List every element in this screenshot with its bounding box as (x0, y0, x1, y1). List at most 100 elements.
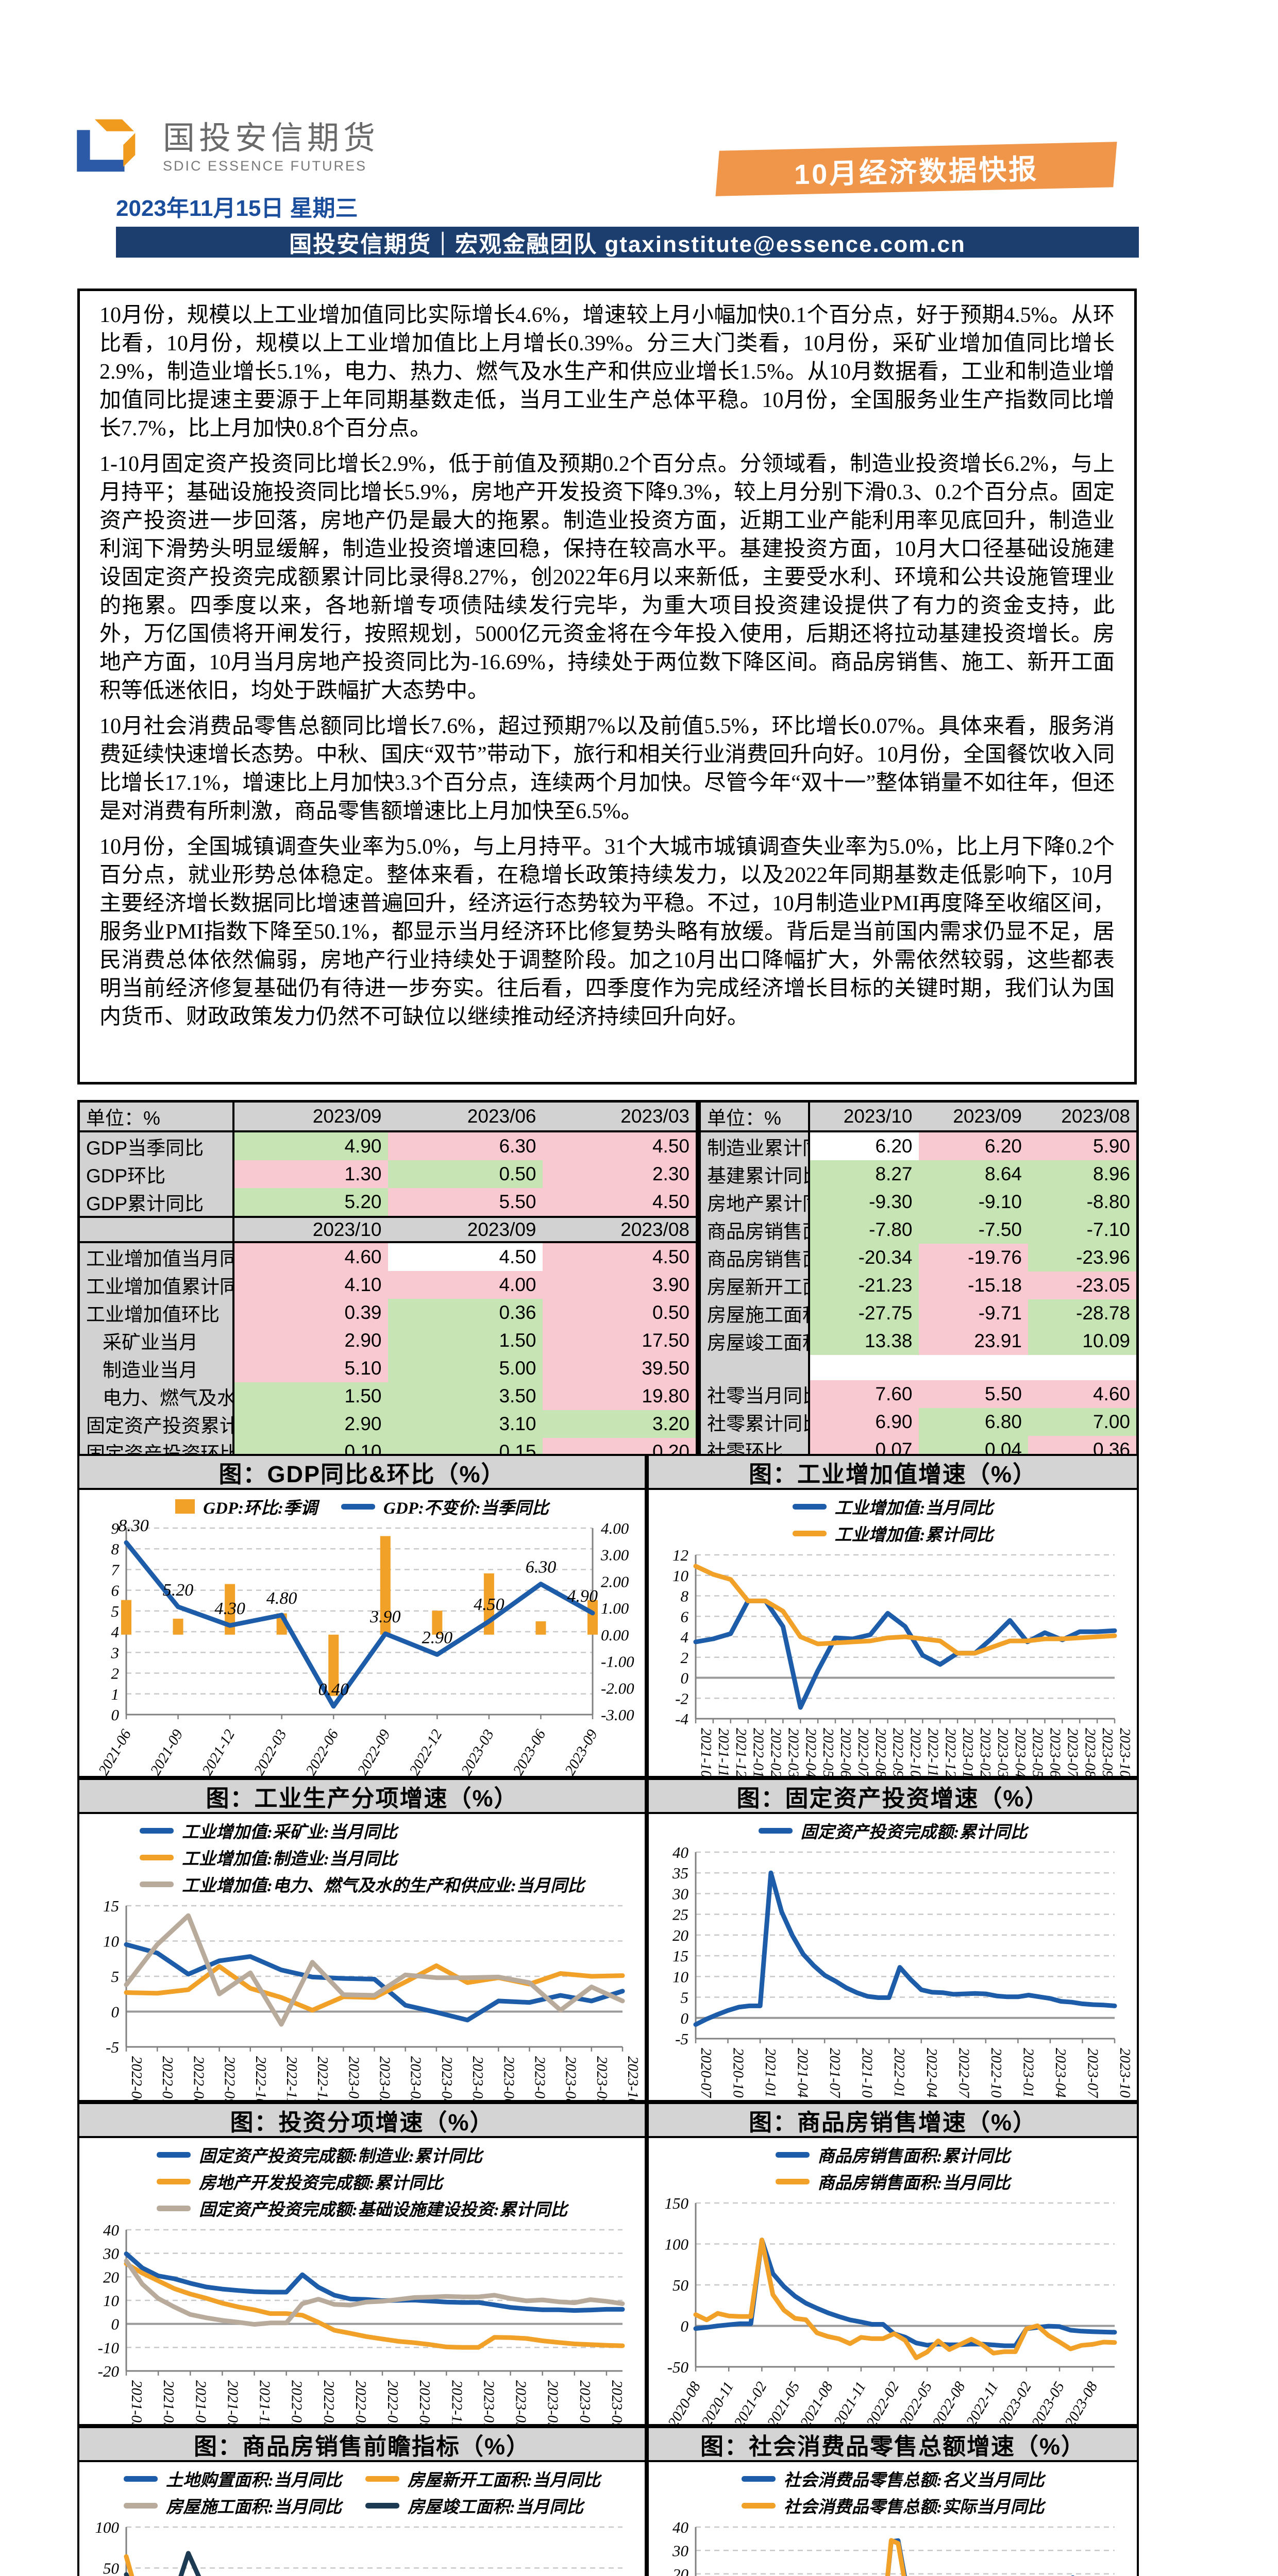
legend-item: 固定资产投资完成额:制造业:累计同比 (157, 2142, 567, 2167)
svg-text:12: 12 (672, 1547, 688, 1564)
column-header: 2023/09 (388, 1216, 543, 1243)
svg-text:-4: -4 (675, 1710, 688, 1728)
value-cell: 4.90 (233, 1131, 388, 1160)
value-cell: 6.90 (809, 1408, 919, 1436)
svg-text:2023-03: 2023-03 (408, 2056, 424, 2106)
svg-text:2021-01: 2021-01 (762, 2048, 779, 2098)
legend-label: 商品房销售面积:当月同比 (817, 2174, 1011, 2193)
svg-text:2023-04: 2023-04 (439, 2056, 455, 2106)
svg-text:2022-11: 2022-11 (283, 2056, 300, 2105)
svg-text:-1.00: -1.00 (601, 1653, 634, 1671)
column-header: 2023/09 (233, 1100, 388, 1132)
legend-swatch-icon (124, 2476, 158, 2482)
chart-title: 图：社会消费品零售总额增速（%） (649, 2428, 1137, 2462)
legend-item: 工业增加值:采矿业:当月同比 (140, 1818, 584, 1843)
svg-text:2: 2 (111, 1665, 120, 1683)
value-cell: 10.09 (1028, 1327, 1138, 1355)
chart-area: 商品房销售面积:累计同比 商品房销售面积:当月同比 -50 0 50 100 150 2020… (649, 2138, 1137, 2439)
svg-text:2022-10: 2022-10 (907, 1728, 924, 1778)
svg-text:-10: -10 (98, 2338, 120, 2357)
chart-title: 图：商品房销售增速（%） (649, 2104, 1137, 2138)
svg-text:2023-09: 2023-09 (609, 2380, 625, 2430)
chart-legend: 工业增加值:采矿业:当月同比工业增加值:制造业:当月同比工业增加值:电力、燃气及… (79, 1817, 645, 1897)
svg-text:2022-10: 2022-10 (253, 2056, 269, 2106)
chart-legend: 社会消费品零售总额:名义当月同比 社会消费品零售总额:实际当月同比 (649, 2465, 1137, 2519)
chart-panel: 图：社会消费品零售总额增速（%） 社会消费品零售总额:名义当月同比 社会消费品零售总… (647, 2426, 1139, 2576)
unit-header (78, 1216, 234, 1243)
svg-text:4.00: 4.00 (601, 1520, 629, 1537)
svg-text:2: 2 (681, 1649, 689, 1667)
table-row: GDP累计同比 5.20 5.50 4.50 (78, 1188, 697, 1217)
row-label: GDP环比 (78, 1160, 234, 1188)
value-cell (1028, 1355, 1138, 1380)
legend-label: 工业增加值:当月同比 (834, 1499, 994, 1518)
value-cell: -9.30 (809, 1188, 919, 1216)
svg-text:20: 20 (103, 2268, 120, 2286)
legend-item: 社会消费品零售总额:实际当月同比 (741, 2493, 1045, 2518)
svg-text:2023-02: 2023-02 (977, 1728, 994, 1778)
value-cell: 4.50 (542, 1188, 697, 1217)
table-row: 房屋施工面积当月-27.75-9.71-28.78 (699, 1299, 1138, 1327)
legend-item: 工业增加值:当月同比 (792, 1494, 994, 1519)
svg-text:-2.00: -2.00 (601, 1679, 634, 1697)
svg-text:4.30: 4.30 (214, 1599, 245, 1618)
svg-text:20: 20 (672, 2565, 689, 2576)
row-label: 工业增加值累计同比 (78, 1271, 234, 1299)
row-label: GDP当季同比 (78, 1131, 234, 1160)
legend-item: GDP:不变价:当季同比 (341, 1494, 549, 1519)
legend-label: 固定资产投资完成额:制造业:累计同比 (199, 2147, 482, 2166)
value-cell: 1.30 (233, 1160, 388, 1188)
table-row: 房屋新开工面积当月-21.23-15.18-23.05 (699, 1272, 1138, 1299)
legend-label: 固定资产投资完成额:累计同比 (800, 1823, 1028, 1842)
svg-text:1: 1 (111, 1685, 120, 1703)
svg-text:2023-04: 2023-04 (1012, 1728, 1029, 1778)
svg-text:2023-06: 2023-06 (1047, 1728, 1064, 1778)
row-label: 电力、燃气及水当月 (78, 1382, 234, 1410)
chart-panel: 图：固定资产投资增速（%） 固定资产投资完成额:累计同比 -5 0 5 10 15 20 25 3… (647, 1778, 1139, 2102)
svg-text:4.90: 4.90 (567, 1587, 598, 1606)
value-cell: -15.18 (918, 1272, 1028, 1299)
svg-text:2021-11: 2021-11 (715, 1728, 732, 1777)
svg-text:2022-06: 2022-06 (128, 2056, 145, 2106)
table-row: 工业增加值累计同比4.104.003.90 (78, 1271, 697, 1299)
value-cell: 3.90 (542, 1271, 697, 1299)
data-table: 单位：% 2023/09 2023/06 2023/03 GDP当季同比 4.90 6.30… (77, 1100, 698, 1468)
value-cell: 7.00 (1028, 1408, 1138, 1436)
svg-text:6: 6 (681, 1607, 689, 1625)
chart-panel: 图：商品房销售增速（%） 商品房销售面积:累计同比 商品房销售面积:当月同比 -50 0… (647, 2102, 1139, 2430)
svg-text:35: 35 (672, 1864, 688, 1882)
svg-text:4: 4 (681, 1628, 689, 1646)
value-cell: 4.10 (233, 1271, 388, 1299)
table-row: 社零累计同比6.906.807.00 (699, 1408, 1138, 1436)
chart-area: 固定资产投资完成额:累计同比 -5 0 5 10 15 20 25 30 35 40 2020-07 2… (649, 1814, 1137, 2111)
svg-text:2023-08: 2023-08 (563, 2056, 579, 2106)
value-cell: 0.50 (388, 1160, 543, 1188)
value-cell: 19.80 (542, 1382, 697, 1410)
column-header: 2023/08 (542, 1216, 697, 1243)
legend-swatch-icon (792, 1530, 827, 1536)
svg-text:2021-12: 2021-12 (199, 1727, 238, 1778)
svg-text:2023-03: 2023-03 (513, 2380, 529, 2430)
value-cell: 8.27 (809, 1160, 919, 1188)
column-header: 2023/09 (918, 1100, 1028, 1132)
table-row: 基建累计同比8.278.648.96 (699, 1160, 1138, 1188)
svg-text:2022-08: 2022-08 (929, 2379, 968, 2430)
legend-label: 工业增加值:制造业:当月同比 (182, 1850, 397, 1869)
value-cell: 13.38 (809, 1327, 919, 1355)
row-label: 制造业累计同比 (699, 1131, 810, 1160)
svg-text:15: 15 (672, 1947, 688, 1965)
column-header: 2023/08 (1028, 1100, 1138, 1132)
svg-text:2022-05: 2022-05 (820, 1728, 836, 1778)
svg-text:0: 0 (681, 1669, 689, 1687)
chart-area: 固定资产投资完成额:制造业:累计同比 房地产开发投资完成额:累计同比 固定资产投资完… (79, 2138, 645, 2443)
svg-text:7: 7 (111, 1561, 120, 1579)
value-cell: 8.64 (918, 1160, 1028, 1188)
legend-item: 工业增加值:电力、燃气及水的生产和供应业:当月同比 (140, 1872, 584, 1896)
svg-text:2022-08: 2022-08 (872, 1728, 889, 1778)
svg-text:2022-11: 2022-11 (448, 2380, 465, 2429)
svg-text:8: 8 (681, 1587, 689, 1605)
value-cell: 5.50 (388, 1188, 543, 1217)
chart-area: 社会消费品零售总额:名义当月同比社会消费品零售总额:实际当月同比-30-20-1… (649, 2462, 1137, 2576)
svg-text:0: 0 (681, 2009, 689, 2027)
